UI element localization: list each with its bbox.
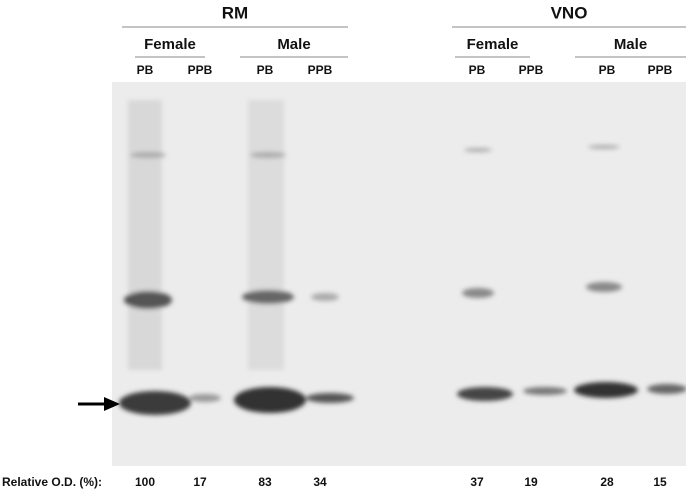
od-label: Relative O.D. (%):: [2, 475, 102, 489]
arrow: [78, 397, 120, 411]
od-value: 17: [193, 475, 207, 489]
bands: [119, 100, 686, 415]
group-label: VNO: [551, 3, 588, 22]
lane-label: PPB: [648, 63, 673, 77]
od-value: 100: [135, 475, 155, 489]
subgroup-label: Female: [144, 36, 196, 53]
lane-label: PB: [257, 63, 274, 77]
gel: [112, 82, 686, 466]
subgroup-label: Female: [467, 36, 519, 53]
od-value: 15: [653, 475, 667, 489]
od-value: 28: [600, 475, 614, 489]
lane-label: PB: [599, 63, 616, 77]
lane-label: PPB: [308, 63, 333, 77]
lane-label: PB: [137, 63, 154, 77]
lane-label: PPB: [188, 63, 213, 77]
group-label: RM: [222, 3, 248, 22]
od-value: 34: [313, 475, 327, 489]
subgroup-label: Male: [277, 36, 310, 53]
od-value: 19: [524, 475, 538, 489]
od-value: 37: [470, 475, 484, 489]
od-value: 83: [258, 475, 272, 489]
lane-label: PPB: [519, 63, 544, 77]
lane-label: PB: [469, 63, 486, 77]
subgroup-label: Male: [614, 36, 647, 53]
